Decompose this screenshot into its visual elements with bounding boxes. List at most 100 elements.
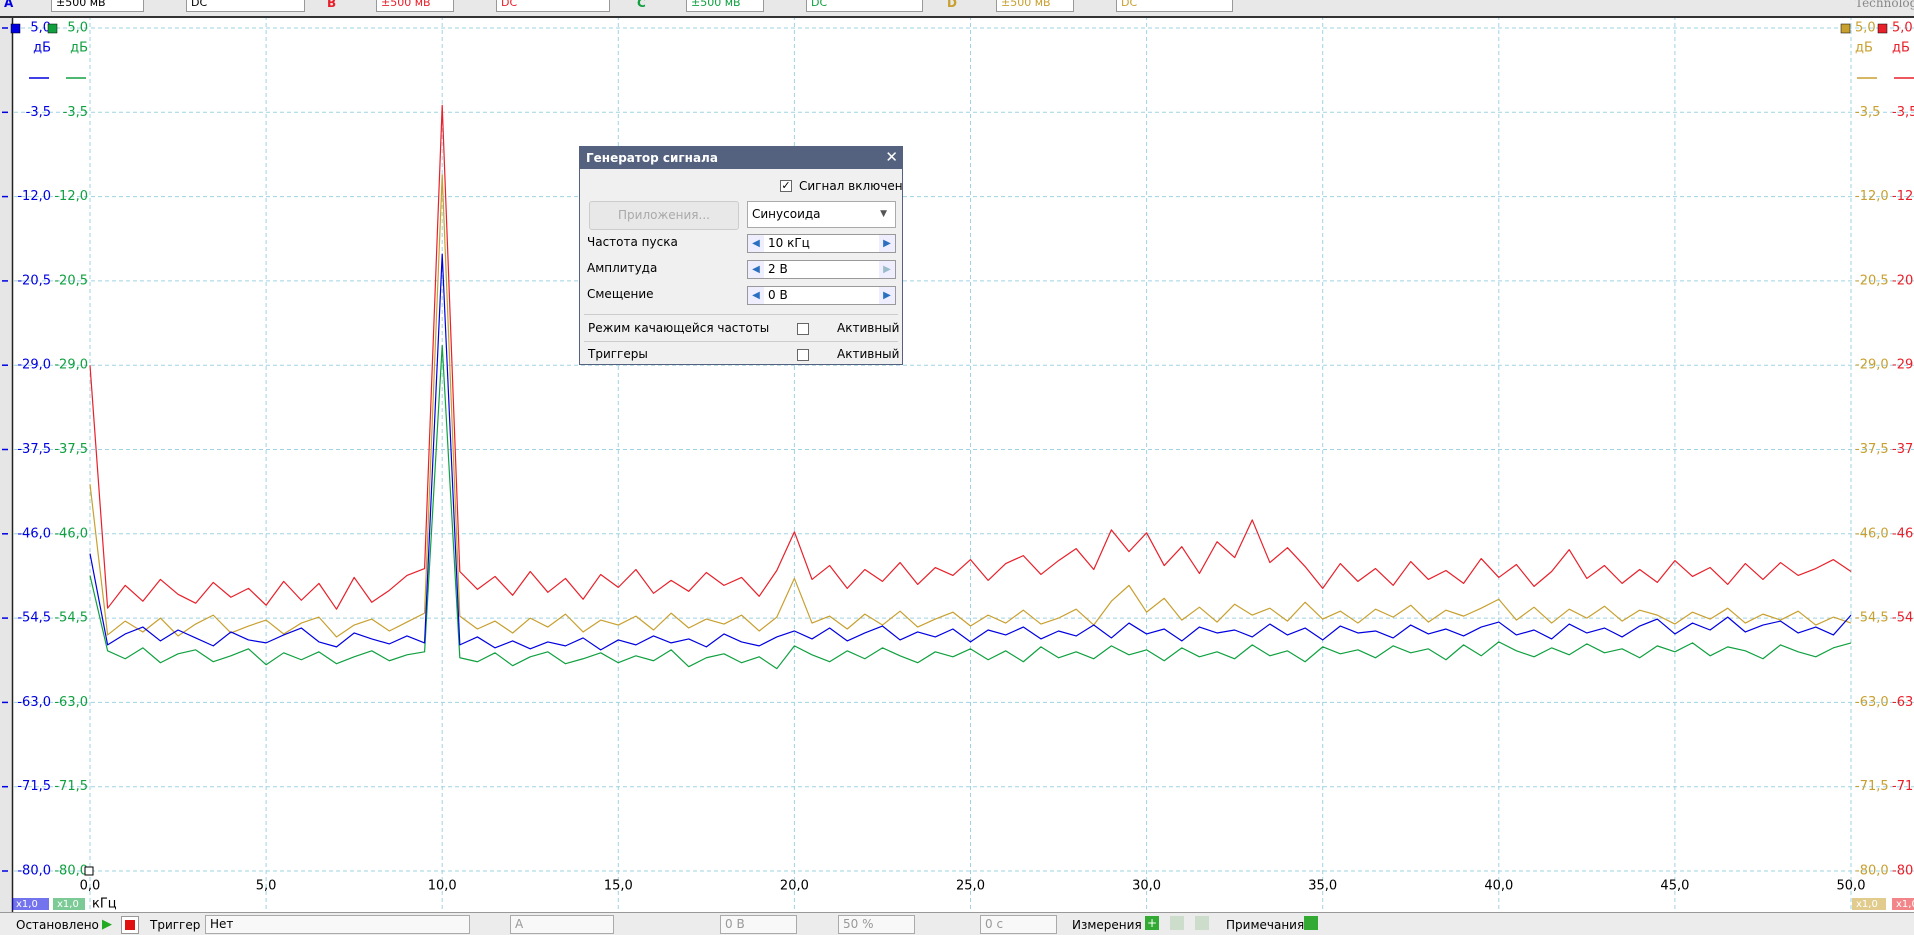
spinner-value: 0 В — [768, 288, 788, 302]
y-tick-label: -20,5 — [17, 273, 51, 288]
status-bar: Остановлено ▶ Триггер Нет A 0 В 50 % 0 с… — [0, 912, 1914, 935]
origin-marker — [84, 866, 94, 876]
y-tick-label: -46,0 — [1892, 526, 1914, 541]
separator — [584, 341, 898, 342]
probe-scale: x1,0 — [1896, 899, 1914, 910]
series-line — [89, 174, 1852, 638]
y-tick-label: -54,5 — [1892, 611, 1914, 626]
channel-letter[interactable]: A — [4, 0, 14, 10]
y-tick-label: -20,5 — [1855, 273, 1889, 288]
channel-letter[interactable]: B — [327, 0, 337, 10]
probe-badge — [12, 898, 49, 910]
probe-scale: x1,0 — [57, 899, 79, 910]
add-measurement[interactable]: + — [1145, 916, 1159, 930]
frequency-spinner[interactable]: ◀ 10 кГц ▶ — [747, 234, 896, 253]
sweep-state: Активный — [837, 321, 900, 335]
y-tick-label: -3,5 — [1892, 105, 1914, 120]
y-tick-label: -29,0 — [17, 358, 51, 373]
waveform-value: Синусоида — [752, 207, 821, 221]
probe-scale: x1,0 — [1856, 899, 1878, 910]
separator — [584, 314, 898, 315]
y-tick-label: -63,0 — [17, 695, 51, 710]
channel-letter[interactable]: D — [947, 0, 957, 10]
pretrigger[interactable]: 50 % — [838, 915, 915, 934]
y-tick-label: -46,0 — [1855, 526, 1889, 541]
y-tick-label: -80,0 — [17, 864, 51, 879]
sweep-label: Режим качающейся частоты — [588, 321, 770, 335]
axis-marker — [47, 23, 58, 34]
series-line — [89, 253, 1852, 651]
x-axis-label: кГц — [92, 897, 117, 912]
y-tick-label: -20,5 — [1892, 273, 1914, 288]
axis-marker — [1840, 23, 1851, 34]
notes-button[interactable] — [1304, 916, 1318, 930]
y-tick-label: -54,5 — [54, 611, 88, 626]
dialog-title: Генератор сигнала — [580, 147, 902, 169]
y-tick-label: -80,0 — [1892, 864, 1914, 879]
channel-range[interactable]: ±500 мВ — [51, 0, 144, 12]
x-tick-label: 50,0 — [1837, 879, 1866, 894]
y-tick-label: -37,5 — [1892, 442, 1914, 457]
y-tick-label: -29,0 — [54, 358, 88, 373]
enabled-checkbox[interactable]: ✓ — [780, 179, 792, 192]
y-tick-label: -80,0 — [1855, 864, 1889, 879]
probe-scale: x1,0 — [16, 899, 38, 910]
channel-coupling[interactable]: DC — [496, 0, 610, 12]
offset-spinner[interactable]: ◀ 0 В ▶ — [747, 286, 896, 305]
trigger-mode[interactable]: Нет — [205, 915, 470, 934]
probe-badge — [1852, 898, 1886, 910]
row-label: Частота пуска — [587, 235, 678, 249]
y-tick-label: -37,5 — [17, 442, 51, 457]
trigger-delay[interactable]: 0 с — [980, 915, 1057, 934]
x-tick-label: 0,0 — [80, 879, 101, 894]
channel-range[interactable]: ±500 мВ — [686, 0, 764, 12]
y-tick-label: -71,5 — [1892, 779, 1914, 794]
x-tick-label: 20,0 — [780, 879, 809, 894]
x-tick-label: 40,0 — [1484, 879, 1513, 894]
y-tick-label: 5,0 — [1855, 21, 1876, 36]
sweep-checkbox[interactable] — [797, 323, 809, 335]
y-tick-label: -71,5 — [17, 779, 51, 794]
trigger-channel[interactable]: A — [510, 915, 614, 934]
y-tick-label: -29,0 — [1855, 358, 1889, 373]
x-tick-label: 5,0 — [256, 879, 277, 894]
x-tick-label: 45,0 — [1660, 879, 1689, 894]
channel-coupling[interactable]: DC — [806, 0, 923, 12]
channel-range[interactable]: ±500 мВ — [376, 0, 454, 12]
y-unit: дБ — [70, 41, 88, 56]
close-button[interactable]: ✕ — [885, 148, 898, 166]
delete-measurement[interactable] — [1195, 916, 1209, 930]
channel-letter[interactable]: C — [637, 0, 646, 10]
triggers-checkbox[interactable] — [797, 349, 809, 361]
run-state: Остановлено — [16, 918, 99, 932]
apps-button[interactable]: Приложения... — [589, 201, 739, 230]
stop-button[interactable] — [121, 916, 139, 934]
trigger-level[interactable]: 0 В — [720, 915, 797, 934]
x-tick-label: 30,0 — [1132, 879, 1161, 894]
y-tick-label: -63,0 — [54, 695, 88, 710]
y-tick-label: -63,0 — [1892, 695, 1914, 710]
waveform-dropdown[interactable]: Синусоида ▼ — [747, 201, 896, 228]
y-tick-label: 5,0 — [1892, 21, 1913, 36]
channel-coupling[interactable]: DC — [186, 0, 305, 12]
measurements-label: Измерения — [1072, 918, 1142, 932]
y-unit: дБ — [33, 41, 51, 56]
y-tick-label: -29,0 — [1892, 358, 1914, 373]
edit-measurement[interactable] — [1170, 916, 1184, 930]
y-tick-label: -54,5 — [1855, 611, 1889, 626]
amplitude-spinner[interactable]: ◀ 2 В ▶ — [747, 260, 896, 279]
start-button[interactable]: ▶ — [102, 917, 112, 932]
x-tick-label: 35,0 — [1308, 879, 1337, 894]
channel-coupling[interactable]: DC — [1116, 0, 1233, 12]
x-tick-label: 25,0 — [956, 879, 985, 894]
y-tick-label: -12,0 — [1855, 189, 1889, 204]
y-tick-label: -46,0 — [54, 526, 88, 541]
notes-label: Примечания — [1226, 918, 1305, 932]
trigger-label: Триггер — [150, 918, 201, 932]
logo: Technology — [1855, 0, 1914, 10]
y-tick-label: -12,0 — [54, 189, 88, 204]
channel-range[interactable]: ±500 мВ — [996, 0, 1074, 12]
probe-badge — [1892, 898, 1914, 910]
y-tick-label: -37,5 — [54, 442, 88, 457]
x-tick-label: 10,0 — [428, 879, 457, 894]
